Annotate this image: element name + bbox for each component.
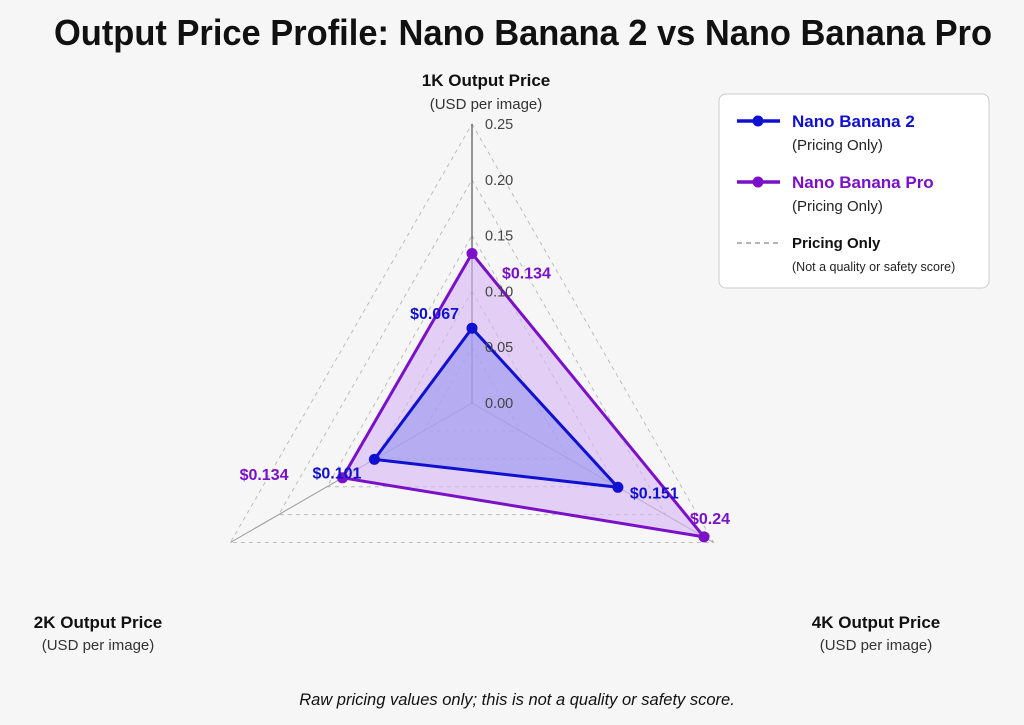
radial-tick-labels: 0.00 0.05 0.10 0.15 0.20 0.25 — [485, 117, 513, 412]
legend-sub-nano-banana-pro: (Pricing Only) — [792, 198, 883, 215]
radial-tick-0.20: 0.20 — [485, 173, 513, 189]
legend-sub-nano-banana-2: (Pricing Only) — [792, 137, 883, 154]
data-label-nano-banana-2-0: $0.067 — [410, 306, 459, 323]
legend-label-nano-banana-pro: Nano Banana Pro — [792, 173, 934, 192]
series-point-nano-banana-2-0 — [466, 322, 478, 334]
data-label-nano-banana-2-1: $0.151 — [630, 485, 679, 502]
radial-tick-0.25: 0.25 — [485, 117, 513, 133]
axis-title-2k: 2K Output Price — [34, 613, 162, 632]
legend-label-pricing-only: Pricing Only — [792, 235, 881, 252]
series-point-nano-banana-pro-1 — [698, 531, 710, 543]
legend-sub-pricing-only: (Not a quality or safety score) — [792, 260, 955, 274]
radar-series — [337, 248, 710, 543]
series-point-nano-banana-2-2 — [368, 453, 380, 465]
data-label-nano-banana-pro-2: $0.134 — [240, 467, 289, 484]
radial-tick-0.05: 0.05 — [485, 340, 513, 356]
legend-marker-nano-banana-pro — [752, 176, 764, 188]
grid-ring-0.25 — [229, 122, 715, 543]
data-label-nano-banana-pro-0: $0.134 — [502, 266, 551, 283]
axis-unit-1k: (USD per image) — [430, 96, 543, 113]
axis-title-1k: 1K Output Price — [422, 71, 550, 90]
series-area-nano-banana-2 — [371, 325, 622, 490]
radial-tick-0.00: 0.00 — [485, 396, 513, 412]
footnote: Raw pricing values only; this is not a q… — [299, 691, 735, 709]
series-point-nano-banana-pro-2 — [337, 472, 348, 484]
legend-marker-nano-banana-2 — [752, 115, 764, 127]
axis-unit-4k: (USD per image) — [820, 637, 933, 654]
data-label-nano-banana-2-2: $0.101 — [312, 465, 361, 482]
chart-title: Output Price Profile: Nano Banana 2 vs N… — [54, 12, 992, 53]
series-point-nano-banana-2-1 — [612, 481, 624, 493]
grid-ring-0.20 — [277, 178, 667, 516]
series-point-nano-banana-pro-0 — [466, 248, 478, 259]
axis-title-4k: 4K Output Price — [812, 613, 940, 632]
data-labels: $0.067 $0.151 $0.101 $0.134 $0.24 $0.134 — [240, 266, 731, 528]
data-label-nano-banana-pro-1: $0.24 — [690, 511, 730, 528]
legend: Nano Banana 2 (Pricing Only) Nano Banana… — [718, 93, 990, 289]
legend-label-nano-banana-2: Nano Banana 2 — [792, 112, 915, 131]
legend-box — [718, 93, 990, 289]
axis-unit-2k: (USD per image) — [42, 637, 155, 654]
radial-tick-0.15: 0.15 — [485, 229, 513, 245]
radial-tick-0.10: 0.10 — [485, 284, 513, 300]
